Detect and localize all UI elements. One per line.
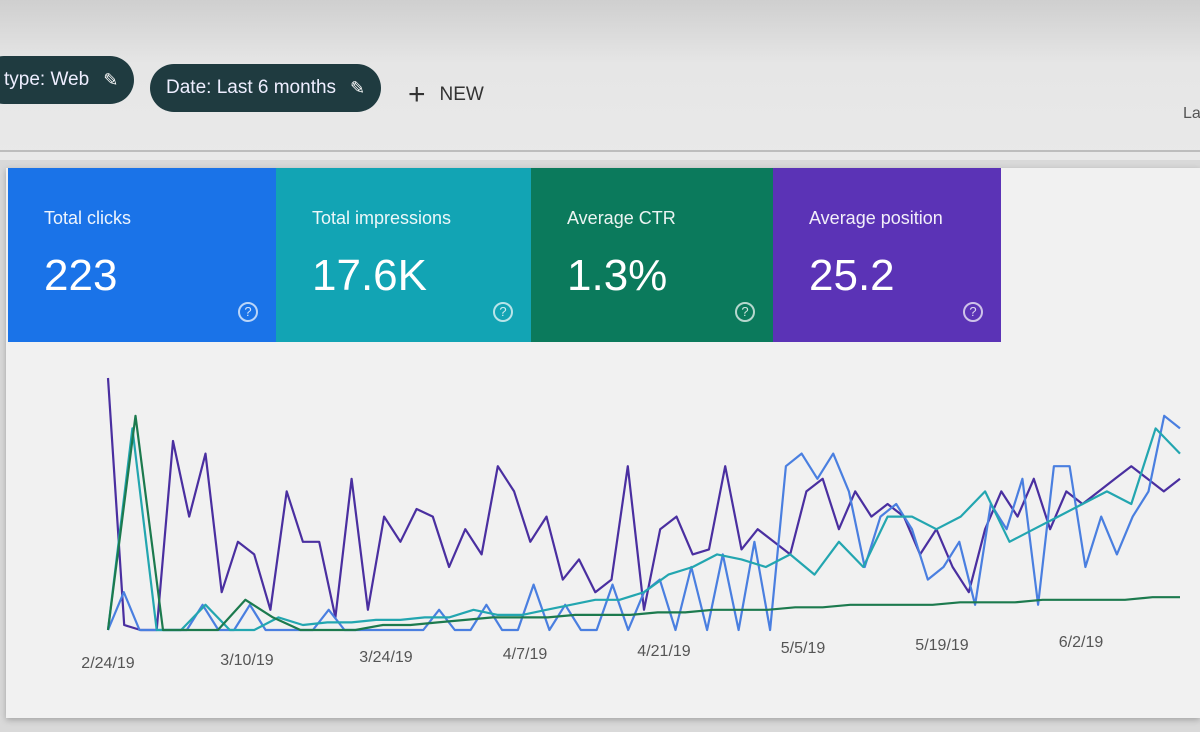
x-tick-label: 2/24/19: [81, 655, 134, 672]
search-type-filter-chip[interactable]: type: Web ✎: [0, 56, 135, 104]
help-icon[interactable]: ?: [238, 302, 258, 322]
card-label: Average position: [809, 208, 943, 228]
chip-label: Date: Last 6 months: [166, 77, 337, 98]
x-tick-label: 3/24/19: [359, 649, 412, 666]
help-icon[interactable]: ?: [963, 302, 983, 322]
cut-off-text: La: [1183, 105, 1200, 122]
plus-icon: +: [408, 78, 426, 111]
card-value: 1.3%: [567, 251, 668, 300]
card-label: Average CTR: [567, 208, 676, 228]
card-value: 223: [44, 251, 118, 300]
x-tick-label: 5/5/19: [781, 640, 826, 657]
card-label: Total clicks: [44, 208, 132, 228]
card-value: 25.2: [809, 251, 895, 300]
series-line-position: [106, 414, 1180, 632]
divider: [0, 150, 1200, 152]
chip-label: type: Web: [4, 69, 90, 90]
card-total-impressions[interactable]: Total impressions 17.6K ?: [276, 168, 531, 342]
date-filter-chip[interactable]: Date: Last 6 months ✎: [150, 64, 382, 112]
pencil-icon[interactable]: ✎: [103, 69, 119, 90]
new-filter-button[interactable]: + NEW: [408, 78, 484, 112]
x-tick-label: 3/10/19: [220, 652, 273, 669]
series-line-clicks: [106, 414, 1181, 632]
card-average-position[interactable]: Average position 25.2 ?: [773, 168, 1001, 342]
pencil-icon[interactable]: ✎: [350, 77, 366, 98]
card-value: 17.6K: [312, 251, 427, 300]
card-label: Total impressions: [312, 208, 452, 228]
x-tick-label: 4/21/19: [637, 643, 690, 660]
help-icon[interactable]: ?: [493, 302, 513, 322]
card-average-ctr[interactable]: Average CTR 1.3% ?: [531, 168, 773, 342]
performance-panel: Total clicks 223 ? Total impressions 17.…: [6, 168, 1200, 718]
card-total-clicks[interactable]: Total clicks 223 ?: [8, 168, 276, 342]
series-line-impressions: [106, 377, 1181, 632]
help-icon[interactable]: ?: [735, 302, 755, 322]
x-tick-label: 6/2/19: [1059, 634, 1104, 651]
x-tick-label: 5/19/19: [915, 637, 968, 654]
x-tick-label: 4/7/19: [503, 646, 548, 663]
series-line-ctr: [106, 427, 1181, 632]
filter-bar: type: Web ✎ Date: Last 6 months ✎ + NEW …: [0, 0, 1200, 160]
new-button-label: NEW: [439, 84, 484, 105]
